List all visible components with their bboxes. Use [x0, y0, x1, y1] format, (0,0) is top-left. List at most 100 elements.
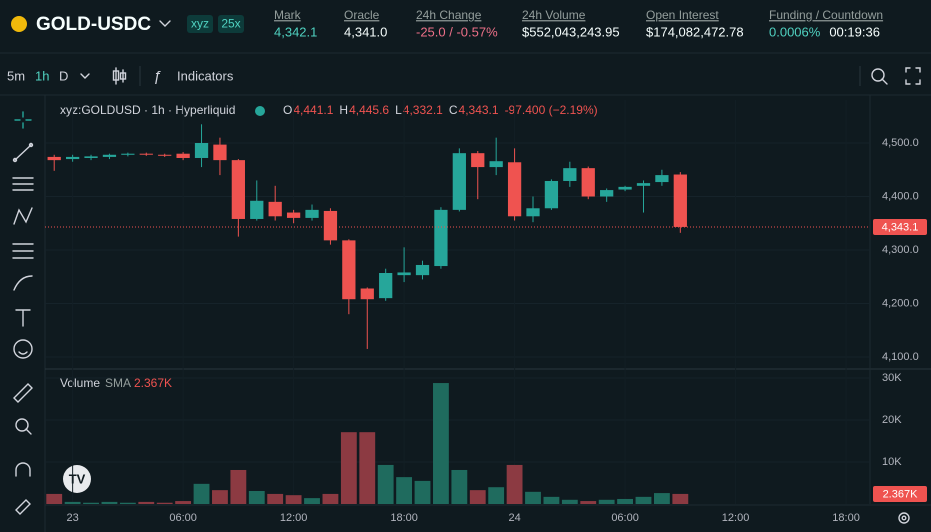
ohlc-key: H: [339, 103, 348, 117]
volume-bar: [359, 432, 376, 504]
volume-bar: [267, 493, 284, 504]
interval-chevron[interactable]: [80, 73, 90, 79]
x-tick-label: 24: [508, 512, 520, 524]
stat-value: -25.0 / -0.57%: [416, 24, 498, 39]
x-tick-label: 12:00: [280, 512, 308, 524]
y-tick-label: 4,100.0: [882, 351, 919, 363]
candle-body: [231, 160, 245, 219]
fullscreen-icon[interactable]: [905, 67, 921, 85]
stat-value: 00:19:36: [829, 24, 880, 39]
legend-title: xyz:GOLDUSD · 1h · Hyperliquid: [60, 103, 235, 117]
candle-body: [268, 201, 282, 217]
volume-bar: [46, 493, 63, 504]
candle-body: [213, 144, 227, 161]
candle-body: [360, 288, 374, 300]
volume-bar: [377, 464, 394, 504]
volume-bar: [488, 487, 505, 504]
candle-body: [102, 154, 117, 157]
volume-bar: [193, 483, 210, 504]
symbol[interactable]: GOLD-USDC: [36, 14, 151, 35]
volume-bar: [543, 496, 560, 504]
candle-body: [194, 143, 209, 158]
candle-body: [526, 208, 540, 217]
candle-body: [84, 156, 98, 158]
volume-bar: [561, 499, 578, 504]
candle-body: [250, 200, 264, 219]
candle-body: [489, 161, 503, 168]
chart-type-icon[interactable]: [112, 67, 127, 85]
volume-bar: [230, 469, 247, 504]
ohlc-change: -97.400 (−2.19%): [505, 103, 598, 117]
x-tick-label: 23: [66, 512, 78, 524]
sma-value: 2.367K: [134, 376, 172, 390]
volume-tick-label: 30K: [882, 372, 902, 384]
stat-label: Open Interest: [646, 8, 719, 22]
candle-body: [544, 180, 559, 209]
stat-label: 24h Volume: [522, 8, 586, 22]
volume-bar: [138, 501, 155, 504]
x-tick-label: 18:00: [390, 512, 418, 524]
symbol-chevron[interactable]: [159, 20, 171, 27]
x-tick-label: 12:00: [722, 512, 750, 524]
candle-body: [452, 153, 466, 210]
volume-bar: [506, 464, 523, 504]
volume-bar: [451, 469, 468, 504]
candle-body: [342, 240, 356, 300]
volume-bar: [175, 501, 192, 504]
volume-bar: [580, 501, 597, 504]
stat-label: Oracle: [344, 8, 380, 22]
volume-bar: [396, 477, 413, 504]
candle-body: [618, 186, 632, 190]
stat-label: 24h Change: [416, 8, 482, 22]
candle-body: [47, 156, 61, 161]
candle-body: [397, 272, 411, 276]
y-tick-label: 4,300.0: [882, 244, 919, 256]
candle-body: [655, 175, 669, 183]
candle-body: [379, 272, 393, 299]
volume-bar: [285, 495, 302, 504]
ohlc-key: O: [283, 103, 292, 117]
candle-body: [286, 212, 301, 218]
status-dot: [255, 106, 265, 116]
volume-bar: [156, 502, 173, 504]
stat-value: 0.0006%: [769, 24, 821, 39]
interval[interactable]: 1h: [35, 68, 49, 83]
volume-bar: [304, 498, 320, 504]
tool-icons[interactable]: [12, 111, 34, 515]
badge: 25x: [221, 17, 240, 31]
sma-label: SMA: [105, 376, 131, 390]
candle-body: [158, 154, 172, 156]
indicators-button[interactable]: Indicators: [177, 68, 234, 83]
ohlc-value: 4,441.1: [293, 103, 333, 117]
interval[interactable]: 5m: [7, 68, 25, 83]
candle-body: [121, 153, 135, 155]
tv-logo: [63, 465, 91, 493]
candle-body: [636, 183, 651, 186]
candle-body: [139, 153, 153, 155]
candle-body: [471, 153, 485, 168]
candle-body: [415, 264, 430, 276]
volume-bar: [119, 502, 136, 504]
x-tick-label: 06:00: [611, 512, 639, 524]
volume-bar: [525, 491, 541, 504]
interval[interactable]: D: [59, 68, 68, 83]
candle-body: [434, 209, 448, 267]
last-price-tag: [873, 218, 927, 235]
volume-tick-label: 20K: [882, 414, 902, 426]
volume-bar: [83, 502, 99, 504]
stat-value: 4,342.1: [274, 24, 317, 39]
ohlc-value: 4,445.6: [349, 103, 389, 117]
volume-tick-label: 10K: [882, 456, 902, 468]
settings-icon[interactable]: [898, 512, 910, 524]
volume-bar: [322, 493, 339, 504]
stat-value: 4,341.0: [344, 24, 387, 39]
x-tick-label: 18:00: [832, 512, 860, 524]
volume-bar: [653, 493, 670, 504]
volume-bar: [469, 490, 486, 504]
fx-icon[interactable]: ƒ: [153, 68, 161, 85]
candle-body: [581, 168, 595, 197]
zoom-icon[interactable]: [871, 68, 888, 85]
volume-bar: [617, 498, 633, 504]
